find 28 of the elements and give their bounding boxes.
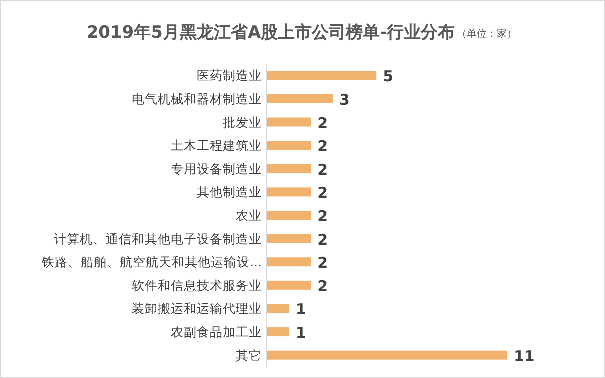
y-tick-label: 装卸搬运和运输代理业 (132, 301, 262, 316)
y-tick-label: 农业 (236, 208, 262, 223)
data-label: 5 (383, 68, 394, 86)
y-tick-label: 电气机械和器材制造业 (132, 91, 262, 106)
y-tick-label: 批发业 (223, 114, 262, 130)
data-label: 3 (339, 90, 350, 109)
data-label: 1 (296, 324, 306, 342)
data-label: 11 (514, 347, 535, 366)
y-tick-label: 医药制造业 (197, 68, 262, 84)
data-label: 2 (318, 277, 328, 296)
y-tick-label: 农副食品加工业 (171, 324, 262, 340)
y-tick-label: 其它 (236, 348, 262, 363)
data-label: 2 (318, 254, 328, 272)
data-label: 1 (296, 300, 306, 319)
data-label: 2 (318, 184, 328, 202)
data-label: 2 (318, 208, 328, 226)
chart-title: 2019年5月黑龙江省A股上市公司榜单-行业分布 (86, 23, 456, 43)
chart-subtitle: （单位：家） (457, 28, 518, 40)
data-label: 2 (318, 160, 328, 179)
y-tick-label: 软件和信息技术服务业 (132, 278, 262, 293)
data-label: 2 (318, 230, 328, 249)
y-tick-label: 专用设备制造业 (171, 161, 262, 176)
data-label: 2 (318, 138, 328, 156)
y-tick-label: 计算机、通信和其他电子设备制造业 (54, 231, 262, 246)
y-tick-label: 土木工程建筑业 (171, 138, 262, 154)
y-tick-label: 其他制造业 (197, 184, 262, 200)
y-tick-label: 铁路、船舶、航空航天和其他运输设... (41, 254, 262, 270)
data-label: 2 (318, 114, 328, 132)
